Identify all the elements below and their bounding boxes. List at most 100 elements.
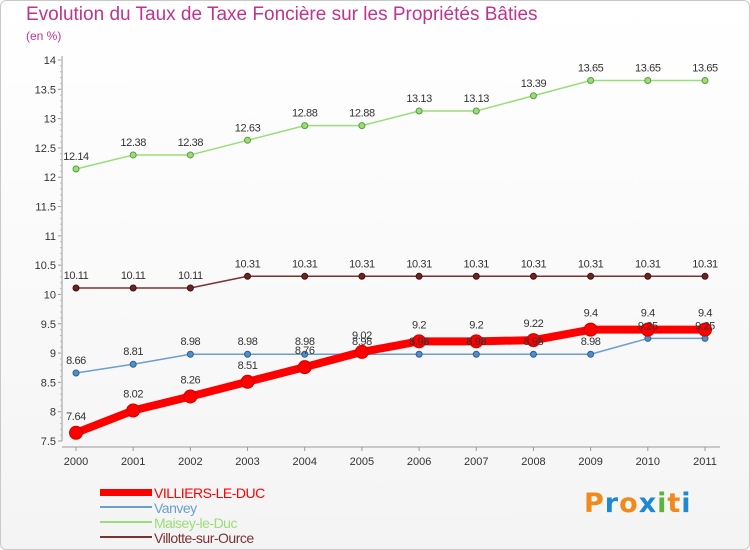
legend-label: Vanvey [154,500,197,516]
data-point-villiers-le-duc [183,389,198,404]
data-label-maisey-le-duc: 13.65 [692,63,718,75]
data-point-maisey-le-duc [415,107,423,115]
data-point-villotte-sur-ource [587,272,595,280]
data-label-vanvey: 8.98 [295,336,315,348]
data-point-vanvey [529,350,537,358]
data-point-vanvey [186,350,194,358]
data-point-villiers-le-duc [126,403,141,418]
data-point-maisey-le-duc [587,77,595,85]
data-point-vanvey [472,350,480,358]
x-tick-label: 2003 [235,456,259,468]
data-label-maisey-le-duc: 13.39 [521,78,547,90]
data-point-villiers-le-duc [526,333,541,348]
logo-letter: i [657,488,668,519]
data-point-maisey-le-duc [244,136,252,144]
chart-subtitle: (en %) [26,29,62,43]
data-label-vanvey: 8.98 [238,336,258,348]
x-tick-label: 2004 [292,456,316,468]
logo-letter: r [604,488,620,519]
logo-letter: P [584,488,605,519]
y-tick-label: 11.5 [35,202,56,214]
data-point-villotte-sur-ource [129,284,137,292]
proxiti-logo: Proxiti [584,488,692,519]
data-label-vanvey: 8.98 [409,336,429,348]
data-label-villiers-le-duc: 9.2 [412,319,426,331]
data-point-villiers-le-duc [297,360,312,375]
legend-label: Maisey-le-Duc [154,515,237,531]
data-point-villotte-sur-ource [301,272,309,280]
x-tick-label: 2008 [521,456,545,468]
data-point-villiers-le-duc [583,322,598,337]
data-point-vanvey [415,350,423,358]
data-label-vanvey: 8.98 [352,336,372,348]
y-tick-label: 7.5 [41,436,56,448]
data-label-villotte-sur-ource: 10.11 [121,270,146,282]
data-label-villotte-sur-ource: 10.31 [635,258,661,270]
data-label-villotte-sur-ource: 10.31 [235,258,261,270]
data-label-villiers-le-duc: 9.22 [524,318,544,330]
data-label-villiers-le-duc: 9.4 [584,308,598,320]
data-label-maisey-le-duc: 13.13 [406,93,432,105]
data-label-maisey-le-duc: 13.13 [464,93,490,105]
data-label-vanvey: 8.98 [581,336,601,348]
x-tick-label: 2001 [121,456,145,468]
data-label-villiers-le-duc: 9.2 [469,319,483,331]
data-label-maisey-le-duc: 12.88 [349,108,375,120]
data-label-vanvey: 8.98 [466,336,486,348]
x-tick-label: 2009 [578,456,602,468]
data-label-villiers-le-duc: 9.02 [352,330,372,342]
data-point-maisey-le-duc [301,122,309,130]
data-point-villotte-sur-ource [244,272,252,280]
y-tick-label: 8.5 [41,377,56,389]
data-point-villotte-sur-ource [472,272,480,280]
data-point-vanvey [244,350,252,358]
logo-letter: i [681,488,692,519]
data-label-maisey-le-duc: 12.38 [120,137,146,149]
data-label-vanvey: 8.98 [180,336,200,348]
legend-swatch [100,506,152,508]
chart-title: Evolution du Taux de Taxe Foncière sur l… [26,4,538,25]
x-tick-label: 2011 [693,456,717,468]
data-point-maisey-le-duc [358,122,366,130]
data-label-villotte-sur-ource: 10.31 [292,258,318,270]
data-label-maisey-le-duc: 12.88 [292,108,318,120]
x-tick-label: 2000 [64,456,88,468]
data-label-villotte-sur-ource: 10.11 [178,270,203,282]
data-label-vanvey: 9.25 [638,320,658,332]
data-label-maisey-le-duc: 12.38 [178,137,204,149]
data-label-maisey-le-duc: 13.65 [635,63,661,75]
data-label-villotte-sur-ource: 10.31 [464,258,490,270]
series-line-villiers-le-duc [72,325,709,437]
data-label-villiers-le-duc: 9.4 [698,308,712,320]
y-tick-label: 13.5 [35,84,56,96]
legend-item-villiers-le-duc: VILLIERS-LE-DUC [100,485,300,501]
data-point-maisey-le-duc [72,165,80,173]
x-tick-label: 2006 [407,456,431,468]
data-point-vanvey [72,369,80,377]
y-tick-label: 12.5 [35,143,56,155]
logo-letter: o [619,488,639,519]
data-point-maisey-le-duc [129,151,137,159]
data-point-villiers-le-duc [698,322,712,337]
data-point-villiers-le-duc [640,322,655,337]
series-line-vanvey [75,337,706,374]
x-tick-label: 2005 [350,456,374,468]
data-point-villotte-sur-ource [186,284,194,292]
legend-swatch [100,521,152,523]
data-point-vanvey [587,350,595,358]
x-tick-label: 2010 [636,456,660,468]
series-line-maisey-le-duc [75,79,706,170]
data-label-villiers-le-duc: 9.4 [641,308,655,320]
data-point-villotte-sur-ource [644,272,652,280]
data-label-villotte-sur-ource: 10.11 [64,270,89,282]
data-point-villiers-le-duc [354,344,369,359]
data-label-villiers-le-duc: 8.51 [238,360,258,372]
legend-swatch [100,489,152,496]
data-point-vanvey [129,360,137,368]
data-point-villiers-le-duc [69,425,83,440]
data-point-maisey-le-duc [472,107,480,115]
data-label-villiers-le-duc: 7.64 [66,411,86,423]
y-tick-label: 12 [44,172,56,184]
legend-item-vanvey: Vanvey [100,500,300,516]
